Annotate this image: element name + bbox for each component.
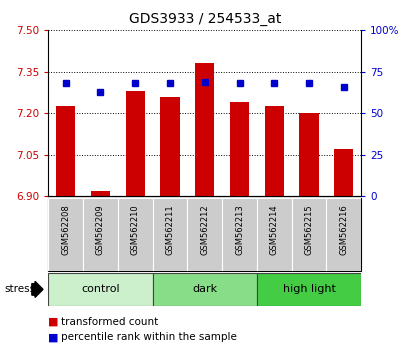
Bar: [160, 97, 179, 196]
Bar: [334, 149, 353, 196]
Bar: [118, 198, 152, 271]
Text: ■: ■: [48, 332, 59, 342]
Text: GSM562209: GSM562209: [96, 204, 105, 255]
Text: GSM562211: GSM562211: [165, 204, 174, 255]
Text: ■: ■: [48, 317, 59, 327]
Bar: [265, 106, 284, 196]
Bar: [291, 198, 326, 271]
Bar: [126, 91, 145, 196]
Text: dark: dark: [192, 284, 217, 295]
Text: percentile rank within the sample: percentile rank within the sample: [61, 332, 237, 342]
Text: GSM562208: GSM562208: [61, 204, 70, 255]
Bar: [48, 273, 152, 306]
Bar: [56, 106, 75, 196]
Bar: [48, 198, 83, 271]
FancyArrow shape: [32, 281, 43, 297]
Text: GSM562216: GSM562216: [339, 204, 348, 255]
Bar: [152, 273, 257, 306]
Bar: [257, 198, 291, 271]
Bar: [222, 198, 257, 271]
Bar: [91, 191, 110, 196]
Text: stress: stress: [4, 284, 35, 295]
Bar: [257, 273, 361, 306]
Bar: [326, 198, 361, 271]
Text: GSM562213: GSM562213: [235, 204, 244, 255]
Text: GSM562210: GSM562210: [131, 204, 140, 255]
Text: control: control: [81, 284, 120, 295]
Text: GSM562215: GSM562215: [304, 204, 314, 255]
Bar: [195, 63, 214, 196]
Bar: [187, 198, 222, 271]
Text: GSM562212: GSM562212: [200, 204, 209, 255]
Bar: [83, 198, 118, 271]
Bar: [152, 198, 187, 271]
Text: high light: high light: [283, 284, 336, 295]
Bar: [299, 113, 319, 196]
Text: GSM562214: GSM562214: [270, 204, 279, 255]
Text: transformed count: transformed count: [61, 317, 158, 327]
Title: GDS3933 / 254533_at: GDS3933 / 254533_at: [129, 12, 281, 26]
Bar: [230, 102, 249, 196]
